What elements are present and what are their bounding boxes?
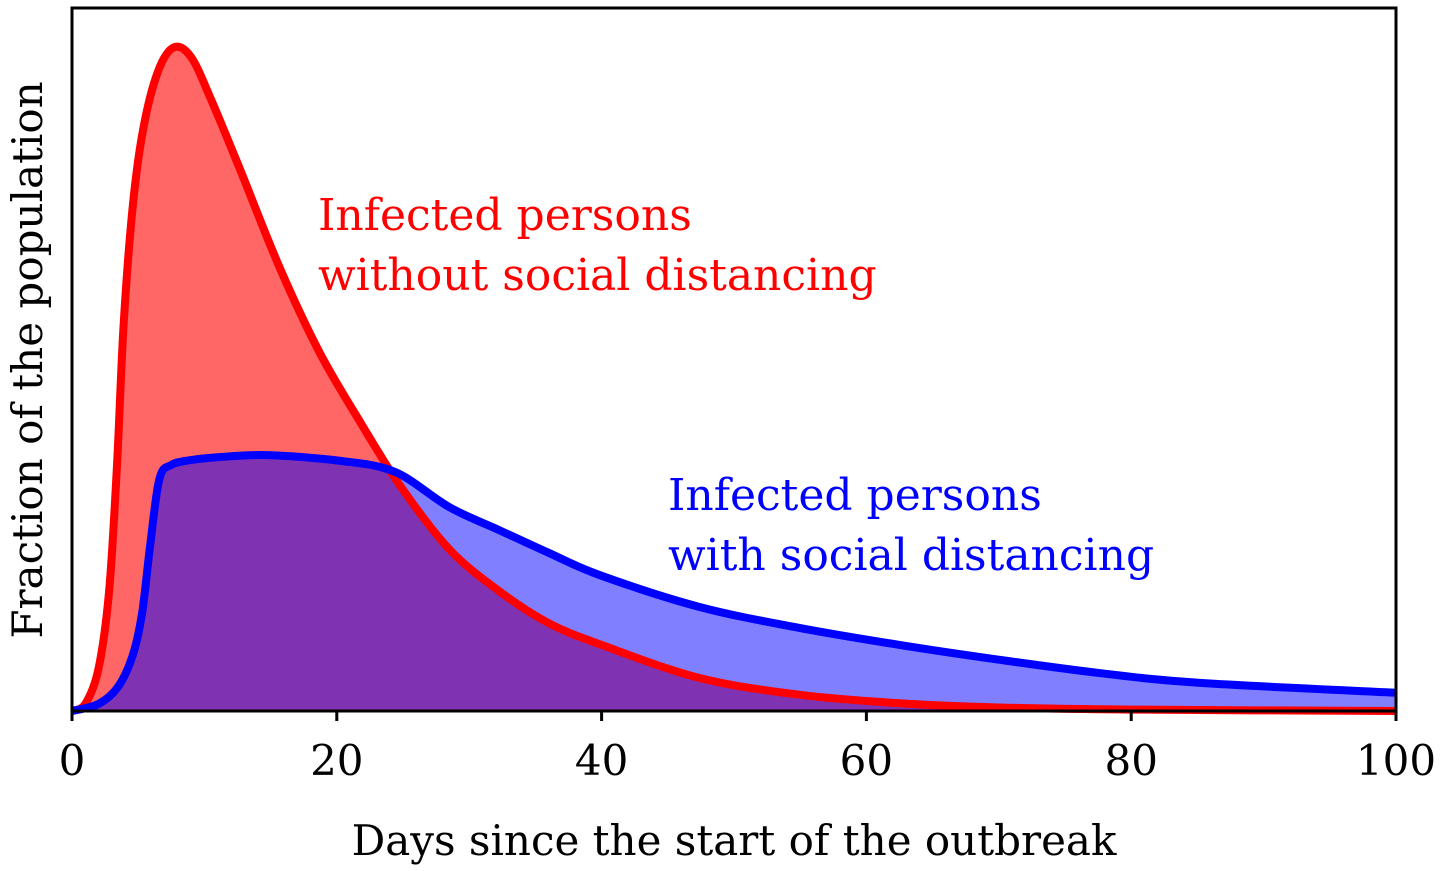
x-tick-label: 100 — [1356, 736, 1436, 785]
series-fill-1 — [72, 454, 1396, 711]
series-label-blue-line2: with social distancing — [668, 530, 1154, 581]
x-tick-label: 20 — [310, 736, 363, 785]
x-ticks: 0 20 40 60 80 100 — [59, 711, 1436, 785]
y-axis-label: Fraction of the population — [3, 81, 52, 638]
x-tick-label: 40 — [575, 736, 628, 785]
area-fills — [72, 46, 1396, 711]
x-axis-label: Days since the start of the outbreak — [352, 816, 1117, 865]
series-lines — [70, 42, 1397, 715]
series-line-0 — [70, 42, 1397, 715]
x-tick-label: 80 — [1104, 736, 1157, 785]
x-tick-label: 0 — [59, 736, 86, 785]
plot-frame — [70, 6, 1398, 713]
series-label-red-line1: Infected persons — [318, 190, 692, 241]
series-line-1 — [70, 450, 1397, 715]
x-tick-label: 60 — [840, 736, 893, 785]
series-label-blue-line1: Infected persons — [668, 470, 1042, 521]
series-label-red-line2: without social distancing — [318, 250, 877, 301]
